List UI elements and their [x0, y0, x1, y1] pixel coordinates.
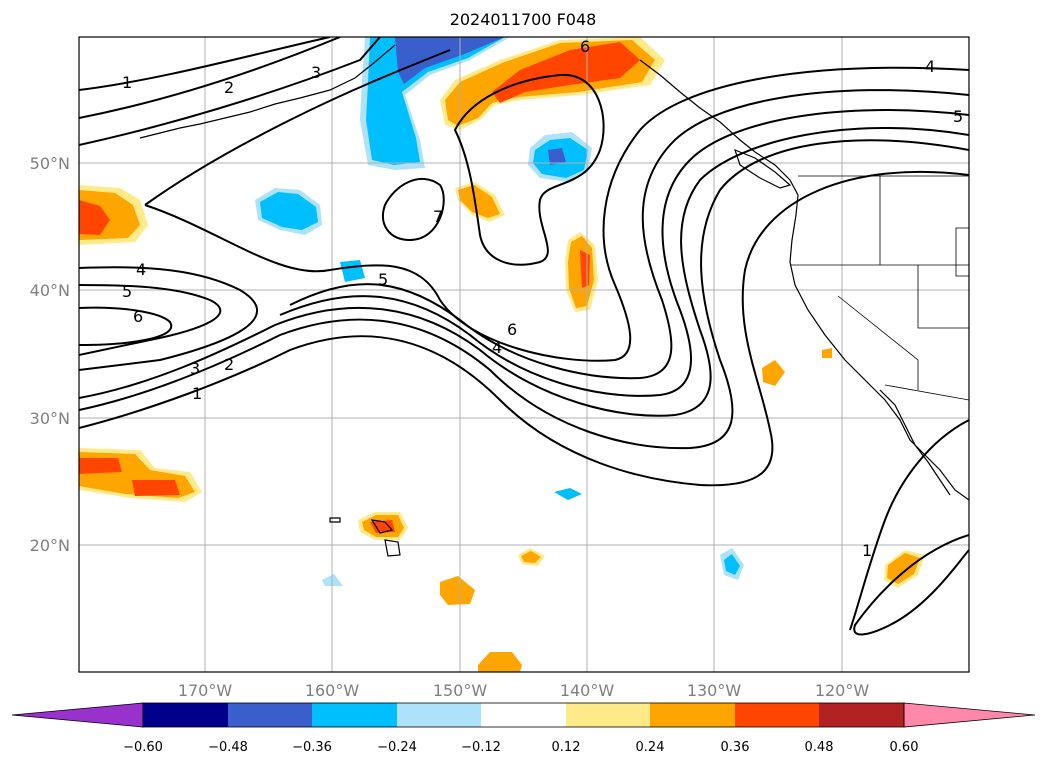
colorbar: −0.60 −0.48 −0.36 −0.24 −0.12 0.12 0.24 …: [11, 702, 1036, 755]
contour-label: 5: [378, 270, 388, 289]
lat-label: 40°N: [30, 281, 70, 300]
colorbar-swatch: [397, 703, 481, 727]
colorbar-swatch: [819, 703, 904, 727]
colorbar-swatch: [650, 703, 735, 727]
colorbar-tick-label: −0.36: [292, 740, 332, 755]
contour-label-group: 1 2 3 4 5 6 3 2 1 5 7 6 4 6 4 5 1: [122, 37, 963, 560]
lon-label: 130°W: [687, 681, 742, 700]
contour-label: 1: [862, 541, 872, 560]
contour-lines: [79, 37, 969, 636]
latitude-labels: 50°N 40°N 30°N 20°N: [30, 154, 70, 555]
colorbar-swatch: [312, 703, 397, 727]
contour-label: 5: [953, 107, 963, 126]
lat-label: 30°N: [30, 409, 70, 428]
colorbar-tick-label: −0.60: [123, 740, 163, 755]
contour-label: 7: [433, 207, 443, 226]
colorbar-tick-label: −0.24: [377, 740, 417, 755]
contour-label: 6: [133, 307, 143, 326]
gridlines: [79, 37, 969, 672]
colorbar-extend-right: [903, 702, 1036, 728]
contour-label: 2: [224, 355, 234, 374]
figure-title: 2024011700 F048: [450, 10, 597, 29]
lon-label: 140°W: [560, 681, 615, 700]
colorbar-frame: [142, 702, 905, 728]
colorbar-swatch: [481, 703, 566, 727]
contour-label: 4: [492, 338, 502, 357]
colorbar-tick-label: 0.48: [805, 740, 834, 755]
contour-label: 3: [311, 63, 321, 82]
colorbar-tick-label: −0.48: [208, 740, 248, 755]
colorbar-tick-label: 0.12: [552, 740, 581, 755]
colorbar-tick-label: 0.24: [636, 740, 665, 755]
lon-label: 160°W: [305, 681, 360, 700]
state-borders: [790, 175, 969, 401]
contour-label: 2: [224, 78, 234, 97]
colorbar-tick-label: −0.12: [461, 740, 501, 755]
contour-label: 3: [190, 359, 200, 378]
colorbar-swatch: [566, 703, 650, 727]
map-frame: [78, 36, 970, 673]
lon-label: 150°W: [433, 681, 488, 700]
contour-label: 5: [122, 282, 132, 301]
colorbar-swatch: [228, 703, 312, 727]
map-content: 1 2 3 4 5 6 3 2 1 5 7 6 4 6 4 5 1: [79, 37, 969, 672]
lat-label: 20°N: [30, 536, 70, 555]
colorbar-extend-left: [11, 702, 144, 728]
longitude-labels: 170°W 160°W 150°W 140°W 130°W 120°W: [178, 681, 870, 700]
colorbar-tick-label: 0.36: [721, 740, 750, 755]
colorbar-swatch: [735, 703, 819, 727]
lon-label: 170°W: [178, 681, 233, 700]
colorbar-tick-label: 0.60: [890, 740, 919, 755]
contour-label: 4: [925, 57, 935, 76]
contour-label: 4: [136, 260, 146, 279]
contour-label: 1: [122, 73, 132, 92]
lon-label: 120°W: [815, 681, 870, 700]
contour-label: 1: [192, 384, 202, 403]
lat-label: 50°N: [30, 154, 70, 173]
contour-label: 6: [507, 320, 517, 339]
contour-label: 6: [580, 37, 590, 56]
colorbar-swatch: [143, 703, 228, 727]
